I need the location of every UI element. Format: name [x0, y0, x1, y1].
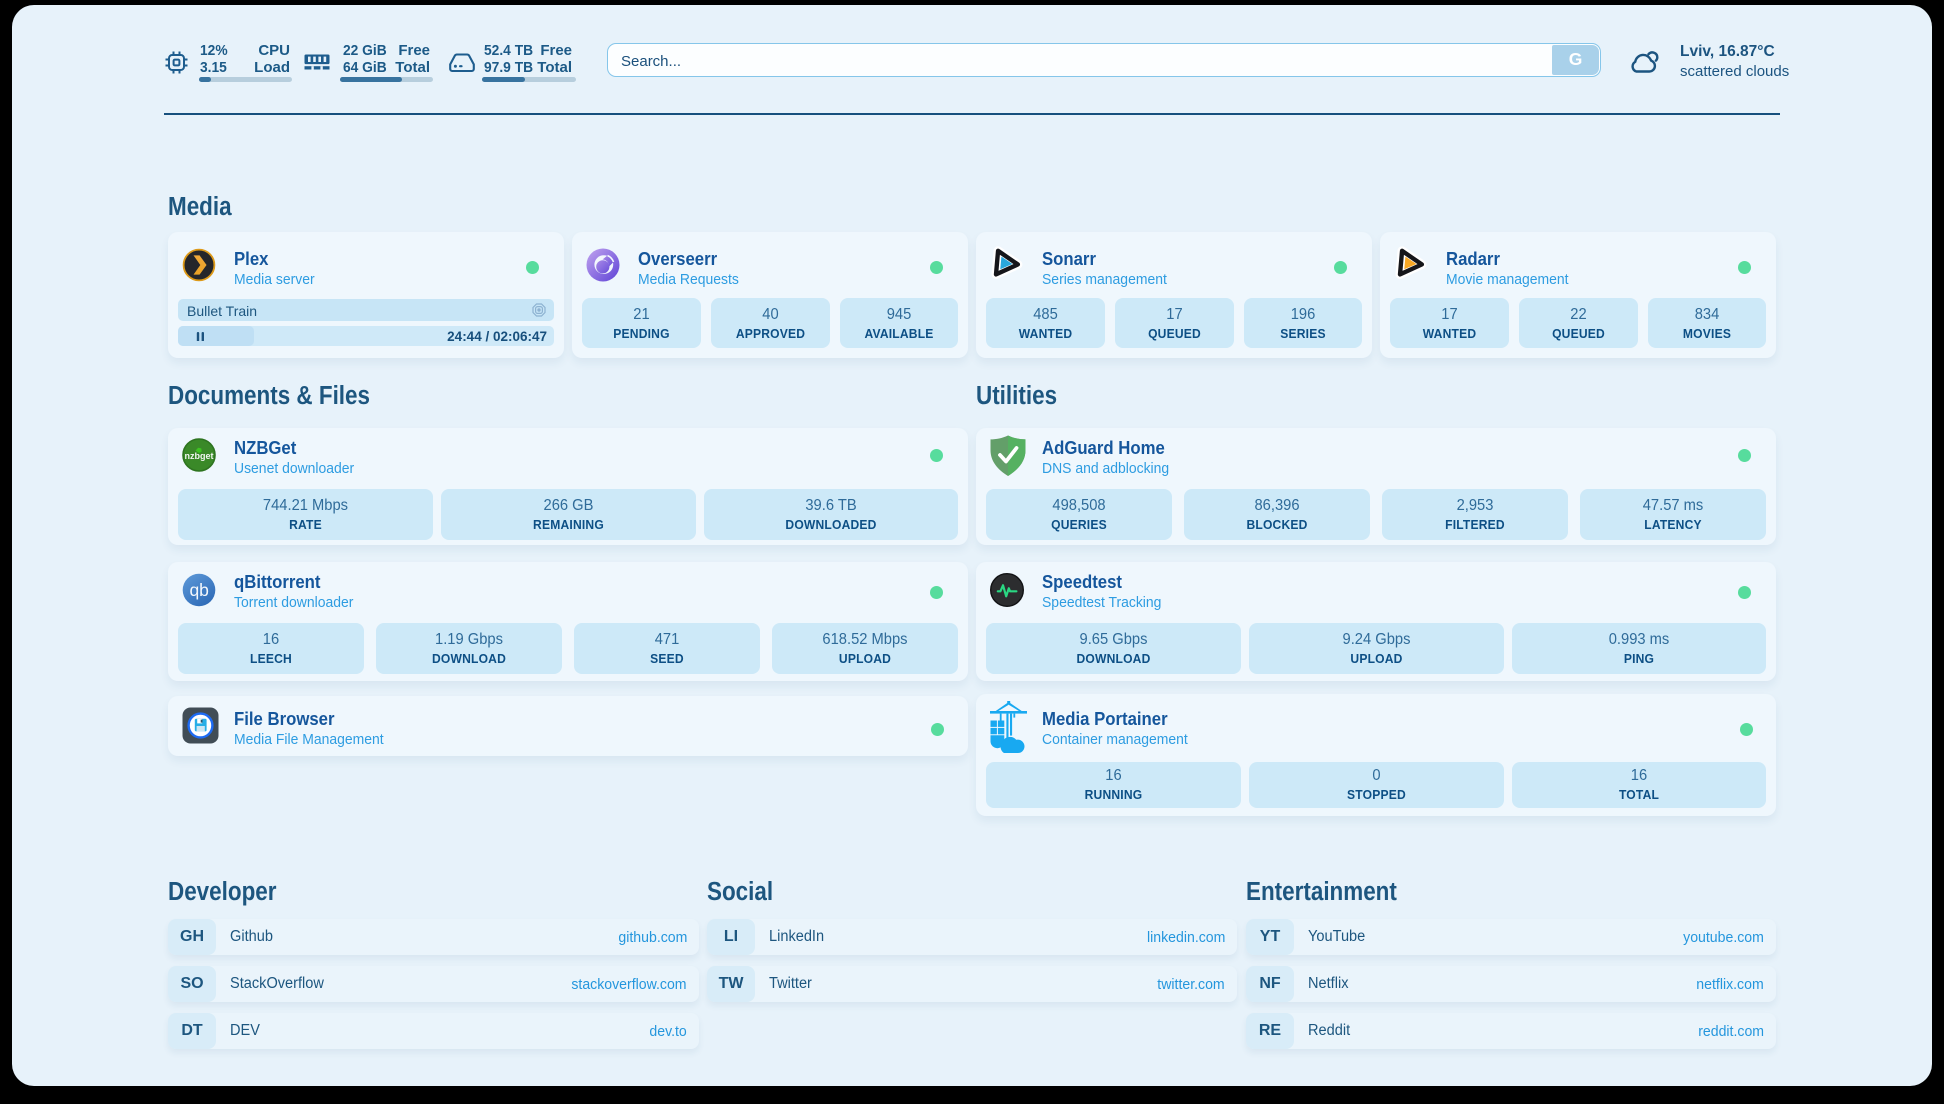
svg-text:qb: qb	[189, 580, 208, 600]
svg-text:nzbget: nzbget	[185, 451, 214, 461]
